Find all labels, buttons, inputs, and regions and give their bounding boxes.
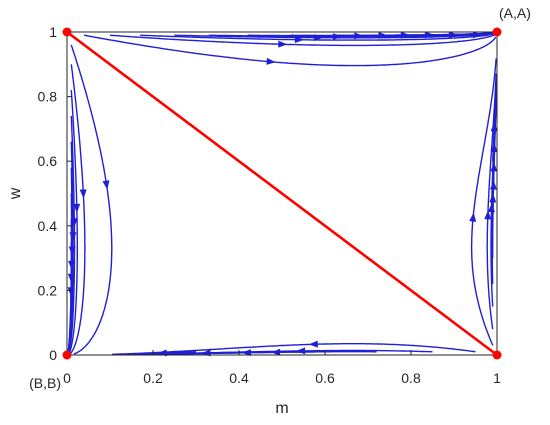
x-tick-label: 0.6 <box>315 370 335 386</box>
plot-frame <box>66 31 498 356</box>
x-tick-label: 0 <box>63 370 71 386</box>
streamline-arrow <box>271 348 281 356</box>
x-axis-label: m <box>275 400 288 417</box>
streamline-arrow <box>490 122 498 132</box>
streamline <box>67 141 74 354</box>
streamline-arrow <box>484 210 492 220</box>
streamline <box>136 349 433 356</box>
streamline-arrow <box>308 340 318 348</box>
streamline-arrow <box>487 203 495 213</box>
equilibrium-point <box>62 350 72 360</box>
streamline-arrow <box>278 40 288 48</box>
equilibrium-points: (A,A) (B,B) <box>29 5 531 391</box>
streamline <box>84 34 497 67</box>
x-tick-label: 0.8 <box>401 370 421 386</box>
streamline-arrow <box>157 349 167 357</box>
y-tick-label: 0 <box>49 347 57 363</box>
y-tick-label: 0.2 <box>38 282 58 298</box>
y-axis-label: w <box>7 187 24 200</box>
y-tick-label: 0.6 <box>38 153 58 169</box>
y-tick-label: 0.8 <box>38 89 58 105</box>
streamline-arrow <box>472 31 482 39</box>
streamline-arrow <box>69 232 77 242</box>
streamline <box>112 343 476 355</box>
streamline <box>492 82 497 162</box>
streamline <box>67 115 76 354</box>
x-tick-label: 0.4 <box>229 370 249 386</box>
y-axis: 0 0.2 0.4 0.6 0.8 1 <box>38 24 72 363</box>
x-tick-label: 0.2 <box>143 370 163 386</box>
equilibrium-point <box>492 350 502 360</box>
streamline-arrow <box>102 180 110 190</box>
streamline-arrow <box>79 189 87 199</box>
streamline <box>69 64 86 354</box>
equilibrium-point <box>492 27 502 37</box>
streamlines <box>67 31 498 357</box>
streamline <box>140 32 496 41</box>
y-tick-label: 1 <box>49 24 57 40</box>
x-tick-label: 1 <box>493 370 501 386</box>
streamline <box>486 73 497 330</box>
point-label: (A,A) <box>499 5 531 21</box>
streamline-arrow <box>70 218 78 228</box>
streamline-arrow <box>266 57 276 65</box>
streamline <box>109 33 496 47</box>
streamline-arrow <box>73 203 81 213</box>
streamline <box>70 44 113 355</box>
separatrix-line <box>66 30 498 357</box>
streamline <box>470 58 497 346</box>
x-axis: 0 0.2 0.4 0.6 0.8 1 <box>63 350 501 386</box>
equilibrium-point <box>62 27 72 37</box>
point-label: (B,B) <box>29 375 61 391</box>
separatrix-group <box>66 30 498 357</box>
streamline-arrow <box>448 31 458 39</box>
y-tick-label: 0.4 <box>38 218 58 234</box>
streamline-arrow <box>296 347 306 355</box>
streamline <box>68 90 78 354</box>
streamline-arrow <box>469 212 477 222</box>
